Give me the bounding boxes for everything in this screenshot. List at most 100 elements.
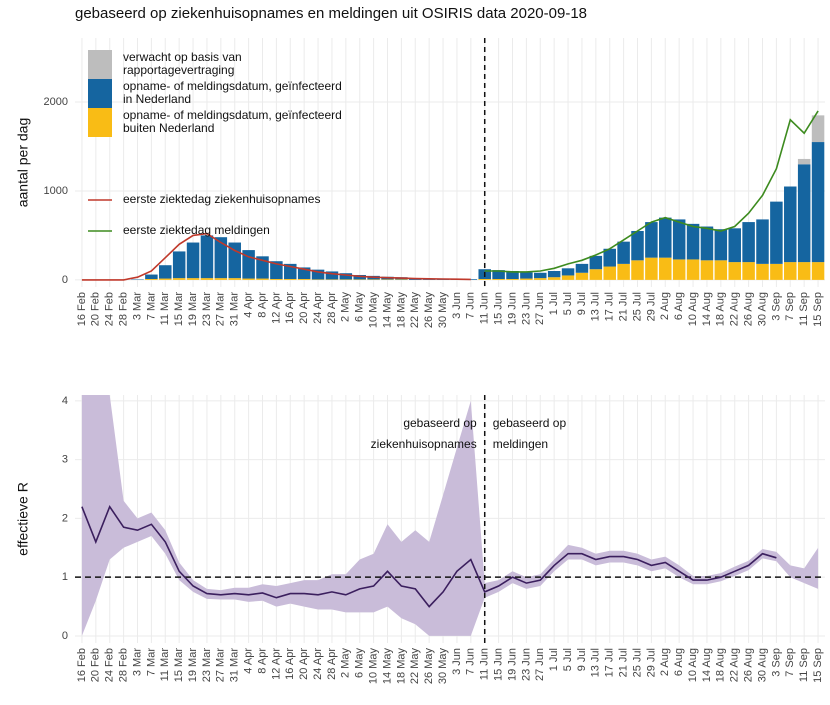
bar xyxy=(145,274,158,279)
x-tick-label: 2 May xyxy=(340,648,352,678)
line xyxy=(484,110,819,273)
x-tick-label: 5 Jul xyxy=(562,648,574,671)
bar xyxy=(686,259,700,280)
bar xyxy=(534,278,547,280)
bar xyxy=(603,266,616,280)
x-tick-label: 24 Feb xyxy=(104,648,116,682)
x-tick-label: 22 Aug xyxy=(729,648,741,682)
x-tick-label: 14 May xyxy=(381,292,393,329)
bar xyxy=(659,257,672,280)
x-tick-label: 9 Jul xyxy=(576,292,588,315)
bar xyxy=(172,278,186,280)
x-tick-label: 10 May xyxy=(368,648,380,685)
x-tick-label: 11 Sep xyxy=(798,292,810,326)
x-tick-label: 10 May xyxy=(368,292,380,329)
x-tick-label: 2 Aug xyxy=(659,648,671,676)
bar xyxy=(186,278,200,280)
x-tick-label: 11 Sep xyxy=(798,648,810,682)
legend-swatch xyxy=(88,50,112,79)
legend-label: opname- of meldingsdatum, geïnfecteerd i… xyxy=(123,79,342,106)
x-tick-label: 15 Mar xyxy=(173,292,185,327)
bar xyxy=(270,278,283,280)
x-tick-label: 30 May xyxy=(437,292,449,329)
x-tick-label: 24 Apr xyxy=(312,292,324,324)
x-tick-label: 31 Mar xyxy=(229,292,241,327)
x-tick-label: 23 Jun xyxy=(520,648,532,681)
bar xyxy=(242,278,255,280)
x-tick-label: 27 Mar xyxy=(215,292,227,327)
x-tick-label: 7 Mar xyxy=(145,648,157,676)
x-tick-label: 24 Feb xyxy=(104,292,116,326)
bar xyxy=(561,275,575,280)
x-tick-label: 15 Jun xyxy=(493,292,505,325)
confidence-band xyxy=(81,395,819,636)
y-tick-label: 0 xyxy=(62,630,68,642)
x-tick-label: 26 Aug xyxy=(743,648,755,682)
bar xyxy=(547,277,561,280)
x-tick-label: 29 Jul xyxy=(645,292,657,321)
annotation: gebaseerd op ziekenhuisopnames xyxy=(370,416,477,451)
x-tick-label: 3 Mar xyxy=(131,648,143,676)
y-tick-label: 2000 xyxy=(44,96,68,108)
x-tick-label: 12 Apr xyxy=(270,648,282,680)
x-tick-label: 31 Mar xyxy=(229,648,241,683)
x-tick-label: 19 Jun xyxy=(506,648,518,681)
bar xyxy=(200,278,214,280)
chart-title: gebaseerd op ziekenhuisopnames en meldin… xyxy=(75,5,587,22)
bar xyxy=(728,228,741,263)
y-tick-label: 3 xyxy=(62,454,68,466)
x-tick-label: 23 Mar xyxy=(201,648,213,683)
x-tick-label: 30 May xyxy=(437,648,449,685)
x-tick-label: 7 Jun xyxy=(465,292,477,319)
bar xyxy=(797,158,811,165)
bar xyxy=(520,272,533,279)
bar xyxy=(172,251,186,279)
x-tick-label: 17 Jul xyxy=(604,292,616,321)
line xyxy=(81,232,471,281)
bar xyxy=(200,235,214,279)
bar xyxy=(631,260,644,280)
x-tick-label: 28 Apr xyxy=(326,648,338,680)
x-tick-label: 20 Apr xyxy=(298,292,310,324)
x-tick-label: 6 Aug xyxy=(673,292,685,320)
bar xyxy=(742,222,755,263)
x-tick-label: 9 Jul xyxy=(576,648,588,671)
bar xyxy=(353,274,366,280)
x-tick-label: 30 Aug xyxy=(756,292,768,326)
x-tick-label: 21 Jul xyxy=(618,648,630,677)
bar xyxy=(797,164,811,263)
x-tick-label: 29 Jul xyxy=(645,648,657,677)
bar xyxy=(631,230,644,261)
x-tick-label: 18 May xyxy=(395,648,407,685)
x-tick-label: 19 Mar xyxy=(187,648,199,683)
x-tick-label: 2 May xyxy=(340,292,352,322)
x-tick-label: 15 Mar xyxy=(173,648,185,683)
bar xyxy=(589,269,603,280)
x-tick-label: 1 Jul xyxy=(548,292,560,315)
x-tick-label: 6 Aug xyxy=(673,648,685,676)
bar xyxy=(478,278,491,280)
y-tick-label: 2 xyxy=(62,512,68,524)
x-tick-label: 27 Jun xyxy=(534,648,546,681)
x-tick-label: 3 Sep xyxy=(770,648,782,677)
bar xyxy=(659,217,672,258)
bar xyxy=(811,262,825,280)
bar xyxy=(256,278,269,280)
x-tick-label: 2 Aug xyxy=(659,292,671,320)
x-tick-label: 6 May xyxy=(354,648,366,678)
legend-label: opname- of meldingsdatum, geïnfecteerd b… xyxy=(123,108,342,135)
bar xyxy=(756,219,769,264)
x-tick-label: 19 Mar xyxy=(187,292,199,327)
bar xyxy=(770,201,783,264)
x-tick-label: 19 Jun xyxy=(506,292,518,325)
y-tick-label: 4 xyxy=(62,395,68,407)
x-tick-label: 25 Jul xyxy=(631,292,643,321)
bar xyxy=(728,262,741,280)
x-tick-label: 11 Mar xyxy=(159,648,171,682)
x-tick-label: 7 Jun xyxy=(465,648,477,675)
x-tick-label: 28 Feb xyxy=(118,648,130,682)
legend-swatch xyxy=(88,79,112,108)
x-tick-label: 18 Aug xyxy=(715,648,727,682)
